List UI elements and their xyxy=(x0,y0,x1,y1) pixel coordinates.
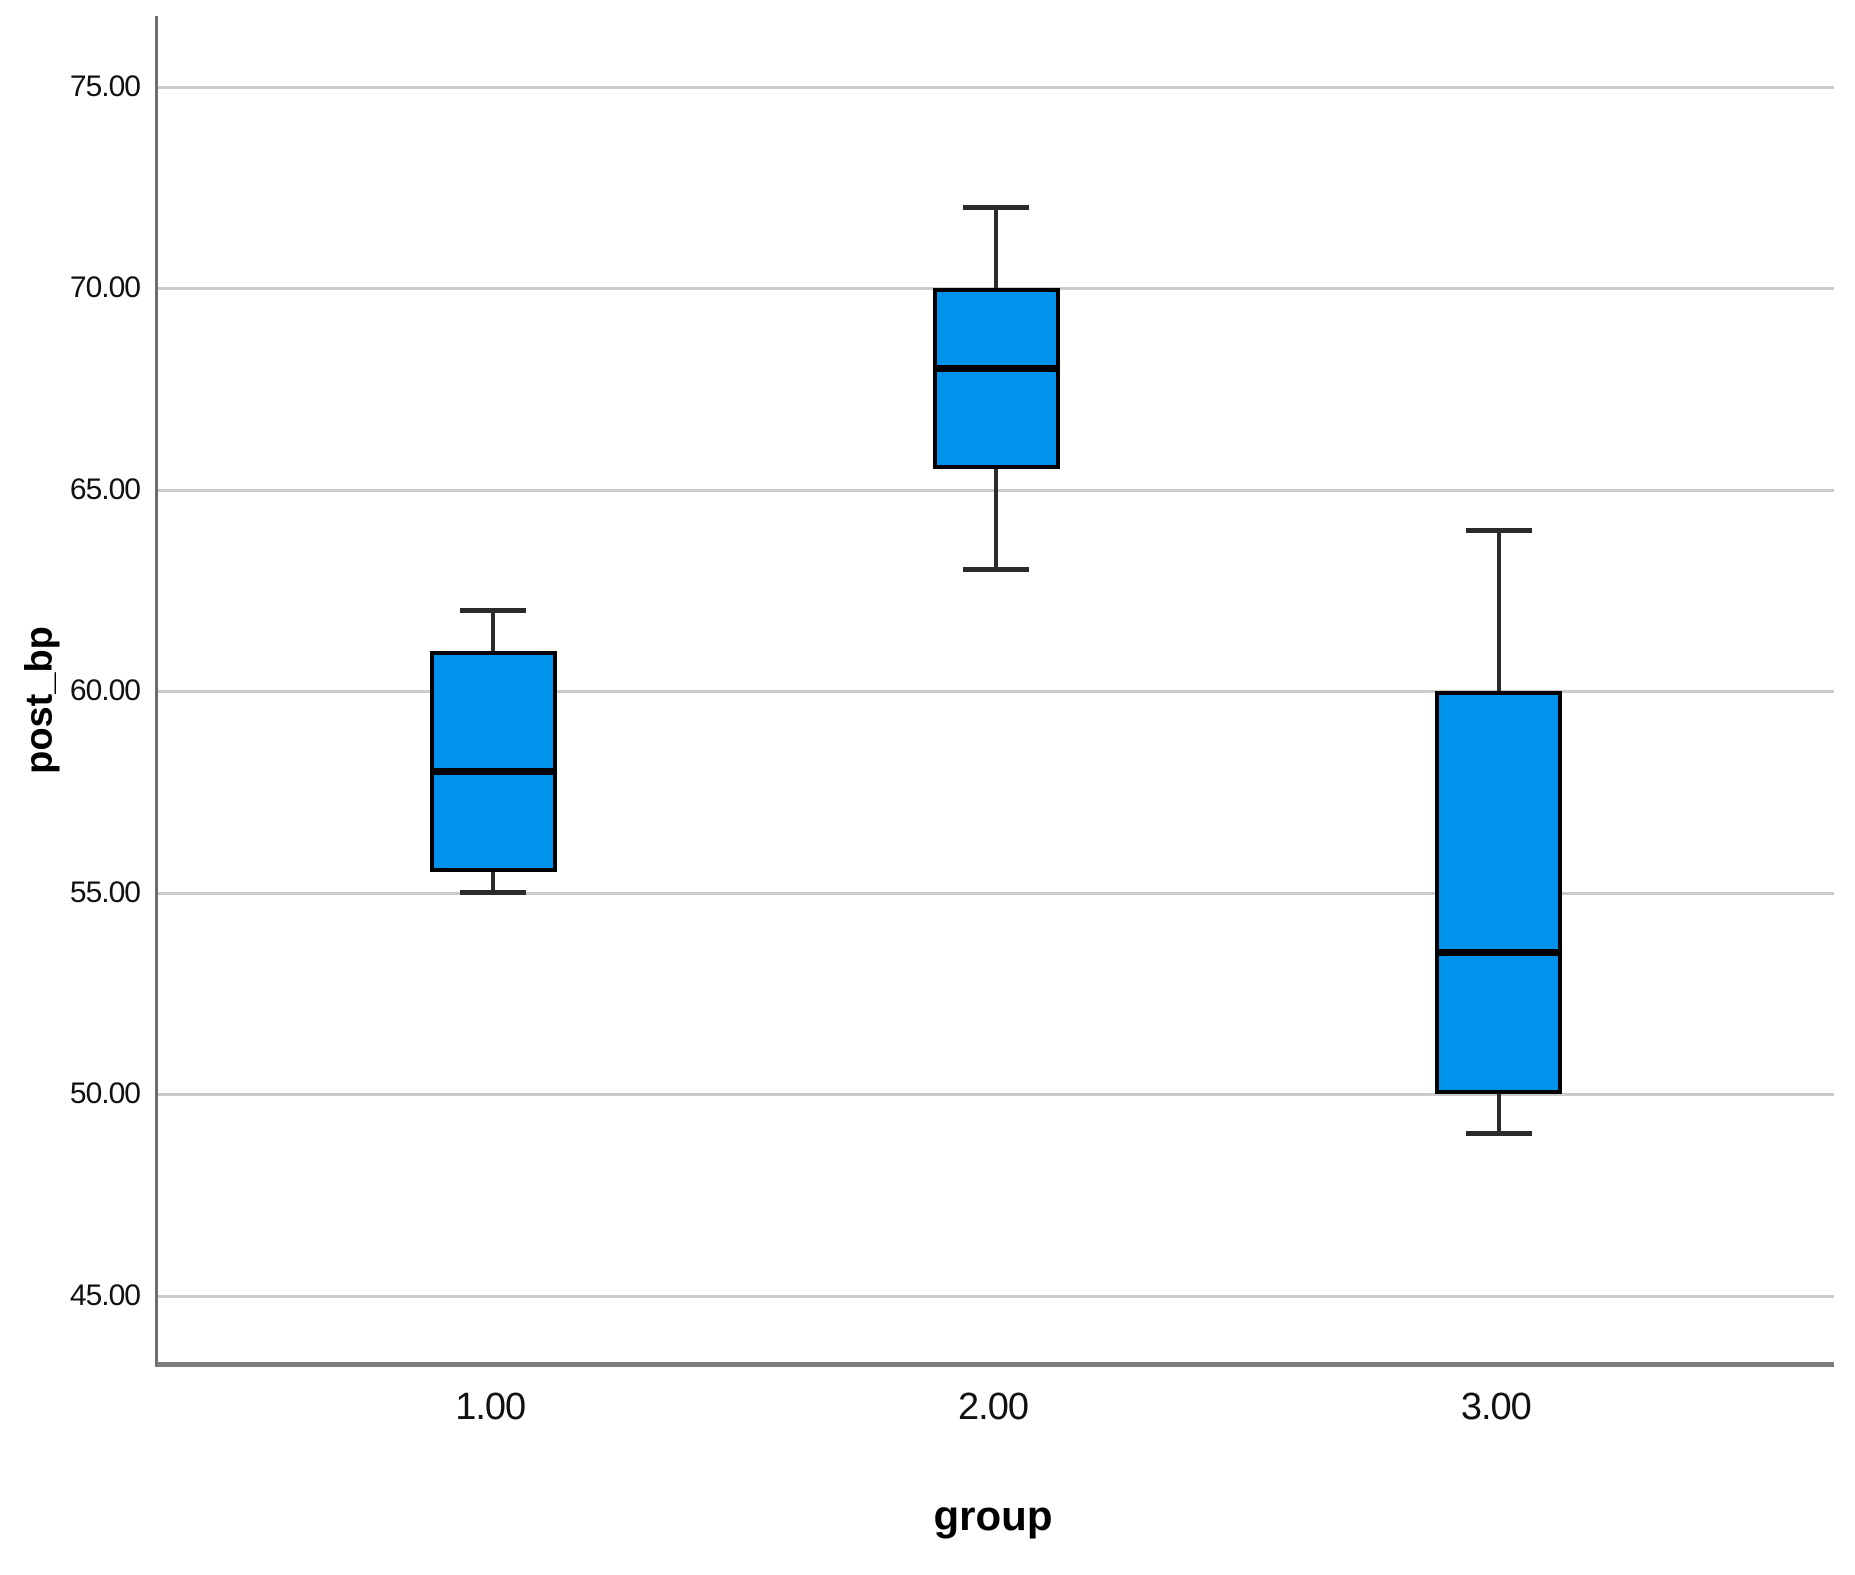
gridline xyxy=(158,85,1834,89)
y-axis-tick-label: 65.00 xyxy=(69,472,141,506)
boxplot-median xyxy=(1435,949,1563,957)
boxplot-whisker-cap-top xyxy=(1465,527,1532,533)
boxplot-whisker-cap-top xyxy=(460,608,527,614)
boxplot-box xyxy=(429,650,557,873)
boxplot-whisker-cap-bottom xyxy=(963,567,1029,573)
gridline xyxy=(158,1093,1834,1096)
boxplot-median xyxy=(429,768,557,776)
boxplot-box xyxy=(932,288,1060,470)
x-axis-tick-label: 2.00 xyxy=(958,1386,1029,1428)
y-axis-tick-label: 50.00 xyxy=(69,1077,141,1110)
x-axis-tick-label: 1.00 xyxy=(455,1386,526,1428)
boxplot-whisker-cap-bottom xyxy=(460,889,527,895)
x-axis-title: group xyxy=(933,1492,1053,1539)
y-axis-tick-label: 45.00 xyxy=(69,1278,141,1312)
boxplot-box xyxy=(1435,691,1563,1094)
boxplot-median xyxy=(932,365,1060,373)
y-axis-tick-label: 70.00 xyxy=(69,271,141,305)
y-axis-tick-label: 55.00 xyxy=(69,875,141,909)
gridline xyxy=(158,1294,1834,1298)
gridline xyxy=(158,690,1834,693)
y-axis-title: post_bp xyxy=(18,626,61,774)
y-axis-tick-label: 60.00 xyxy=(69,674,141,707)
boxplot-whisker-cap-bottom xyxy=(1465,1131,1532,1137)
y-axis-tick-label: 75.00 xyxy=(69,69,141,103)
gridline xyxy=(158,891,1834,895)
boxplot-whisker-cap-top xyxy=(963,205,1029,211)
plot-area xyxy=(155,16,1834,1367)
x-axis-tick-label: 3.00 xyxy=(1460,1386,1532,1428)
